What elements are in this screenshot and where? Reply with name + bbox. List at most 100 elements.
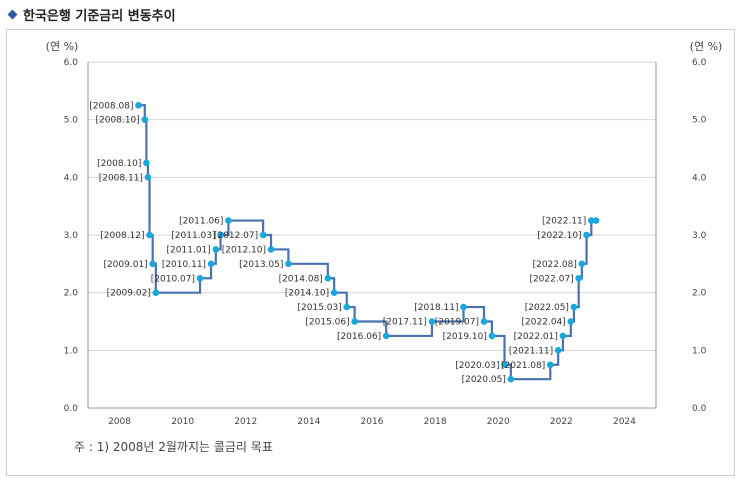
data-point bbox=[324, 274, 332, 282]
data-point bbox=[267, 246, 275, 253]
axis-layer: 0.0 0.0 1.0 1.0 2.0 2.0 3.0 3.0 4.0 4.0 5.0 5.0 6.0 6… bbox=[46, 40, 723, 427]
chart-title-row: 한국은행 기준금리 변동추이 bbox=[6, 4, 176, 24]
data-point-label: [2022.01] bbox=[514, 332, 558, 342]
data-point-label: [2013.05] bbox=[239, 260, 283, 270]
data-point-label: [2008.10] bbox=[97, 159, 141, 169]
data-point-label: [2014.10] bbox=[285, 289, 329, 299]
data-point bbox=[546, 361, 554, 369]
data-point bbox=[196, 274, 204, 282]
data-point bbox=[501, 361, 508, 369]
data-point bbox=[351, 318, 358, 325]
y-tick-label-right: 5.0 bbox=[692, 116, 707, 126]
data-point-label: [2014.08] bbox=[279, 274, 323, 284]
footnote: 주 : 1) 2008년 2월까지는 콜금리 목표 bbox=[74, 440, 273, 454]
data-point-label: [2019.10] bbox=[443, 332, 487, 342]
data-point bbox=[382, 332, 390, 340]
data-point-label: [2008.10] bbox=[96, 116, 140, 126]
data-point bbox=[143, 159, 150, 167]
data-point-label: [2021.11] bbox=[509, 346, 553, 356]
data-point bbox=[428, 318, 436, 325]
y-tick-label-right: 4.0 bbox=[692, 173, 707, 183]
data-point bbox=[225, 217, 232, 224]
label-layer: [2008.08] [2008.10] [2008.10] [2008.11] [200… bbox=[89, 101, 586, 385]
data-point-label: [2022.04] bbox=[522, 318, 566, 328]
data-point-label: [2008.12] bbox=[100, 231, 144, 241]
chart-panel bbox=[6, 29, 735, 476]
data-point-label: [2012.07] bbox=[214, 231, 258, 241]
data-point-label: [2018.11] bbox=[414, 303, 458, 313]
page-title: 한국은행 기준금리 변동추이 bbox=[23, 8, 176, 24]
data-point bbox=[480, 318, 488, 325]
y-unit-label-right: (연 %) bbox=[690, 40, 723, 53]
y-tick-label-left: 6.0 bbox=[64, 58, 79, 68]
data-point bbox=[212, 246, 220, 253]
line-layer bbox=[138, 104, 597, 381]
x-tick-label: 2018 bbox=[424, 417, 447, 427]
data-point-label: [2021.08] bbox=[501, 361, 545, 371]
y-tick-label-left: 1.0 bbox=[64, 346, 79, 356]
y-tick-label-left: 5.0 bbox=[64, 116, 79, 126]
x-tick-label: 2024 bbox=[613, 417, 636, 427]
data-point bbox=[575, 274, 582, 282]
point-layer bbox=[135, 101, 600, 383]
data-point-label: [2010.07] bbox=[151, 274, 195, 284]
y-tick-label-left: 2.0 bbox=[64, 289, 79, 299]
data-point bbox=[588, 217, 595, 224]
data-point-label: [2011.03] bbox=[171, 231, 215, 241]
x-tick-label: 2022 bbox=[550, 417, 573, 427]
data-point-label: [2020.05] bbox=[462, 375, 506, 385]
data-point bbox=[460, 303, 467, 311]
data-point bbox=[567, 318, 575, 325]
y-tick-label-right: 3.0 bbox=[692, 231, 707, 241]
y-tick-label-left: 3.0 bbox=[64, 231, 79, 241]
data-point-label: [2015.03] bbox=[298, 303, 342, 313]
data-point bbox=[330, 289, 338, 296]
data-point-label: [2022.11] bbox=[542, 217, 586, 227]
rate-step-line bbox=[138, 104, 597, 381]
data-point-label: [2020.03] bbox=[455, 361, 499, 371]
y-tick-label-left: 4.0 bbox=[64, 173, 79, 183]
data-point bbox=[343, 303, 351, 311]
data-point bbox=[570, 303, 578, 311]
data-point bbox=[507, 375, 515, 383]
data-point-label: [2015.06] bbox=[305, 318, 349, 328]
data-point-label: [2022.10] bbox=[537, 231, 581, 241]
data-point bbox=[578, 260, 586, 268]
data-point-label: [2022.08] bbox=[533, 260, 577, 270]
data-point bbox=[259, 231, 267, 239]
data-point bbox=[146, 231, 153, 239]
x-tick-label: 2014 bbox=[297, 417, 320, 427]
data-point-label: [2012.10] bbox=[222, 245, 266, 255]
y-tick-label-right: 0.0 bbox=[692, 404, 707, 414]
data-point-label: [2019.07] bbox=[435, 318, 479, 328]
data-point bbox=[207, 260, 215, 268]
data-point-label: [2008.08] bbox=[89, 101, 133, 111]
data-point bbox=[144, 174, 152, 181]
x-tick-label: 2012 bbox=[234, 417, 257, 427]
data-point-label: [2022.07] bbox=[529, 274, 573, 284]
y-tick-label-right: 6.0 bbox=[692, 58, 707, 68]
y-tick-label-left: 0.0 bbox=[64, 404, 79, 414]
data-point-label: [2010.11] bbox=[162, 260, 206, 270]
data-point bbox=[559, 332, 567, 340]
data-point bbox=[217, 231, 224, 239]
data-point-label: [2016.06] bbox=[337, 332, 381, 342]
data-point-label: [2009.01] bbox=[103, 260, 147, 270]
data-point bbox=[141, 116, 149, 123]
data-point bbox=[152, 289, 160, 296]
data-point-label: [2011.01] bbox=[167, 245, 211, 255]
data-point-label: [2009.02] bbox=[107, 289, 151, 299]
data-point-label: [2008.11] bbox=[99, 173, 143, 183]
data-point bbox=[583, 231, 590, 239]
y-tick-label-right: 2.0 bbox=[692, 289, 707, 299]
x-tick-label: 2020 bbox=[487, 417, 510, 427]
data-point bbox=[135, 101, 142, 109]
data-point bbox=[149, 260, 156, 268]
data-point-label: [2011.06] bbox=[179, 217, 223, 227]
x-tick-label: 2008 bbox=[108, 417, 131, 427]
data-point-end bbox=[592, 217, 600, 224]
data-point bbox=[488, 332, 496, 340]
data-point-label: [2017.11] bbox=[383, 318, 427, 328]
y-unit-label-left: (연 %) bbox=[46, 40, 79, 53]
